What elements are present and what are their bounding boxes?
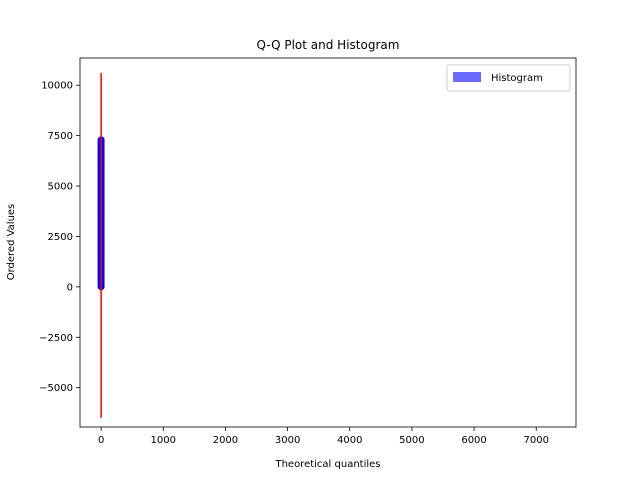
y-tick-label: −5000 (39, 383, 73, 394)
x-tick-label: 4000 (337, 435, 362, 446)
chart-title: Q-Q Plot and Histogram (257, 38, 400, 52)
y-tick-label: 5000 (48, 182, 73, 193)
x-axis-label: Theoretical quantiles (274, 459, 380, 470)
x-tick-label: 2000 (213, 435, 238, 446)
x-tick-label: 7000 (523, 435, 548, 446)
y-tick-label: 0 (67, 282, 73, 293)
x-tick-label: 5000 (399, 435, 424, 446)
x-tick-label: 3000 (275, 435, 300, 446)
legend: Histogram (446, 64, 571, 92)
data-layer (97, 73, 105, 418)
axes-frame (79, 57, 577, 428)
x-tick-label: 1000 (151, 435, 176, 446)
y-axis-ticks: −5000 −2500 0 2500 5000 7500 10000 (39, 81, 80, 394)
y-tick-label: 10000 (41, 81, 73, 92)
y-tick-label: −2500 (39, 333, 73, 344)
legend-label-histogram: Histogram (491, 73, 543, 84)
y-axis-label: Ordered Values (6, 204, 17, 281)
x-axis-ticks: 0 1000 2000 3000 4000 5000 6000 7000 (98, 427, 549, 446)
y-tick-label: 2500 (48, 232, 73, 243)
plot-area (79, 57, 577, 428)
legend-box (446, 64, 571, 92)
x-tick-label: 6000 (461, 435, 486, 446)
x-tick-label: 0 (98, 435, 104, 446)
legend-swatch-histogram (453, 72, 481, 82)
y-tick-label: 7500 (48, 131, 73, 142)
